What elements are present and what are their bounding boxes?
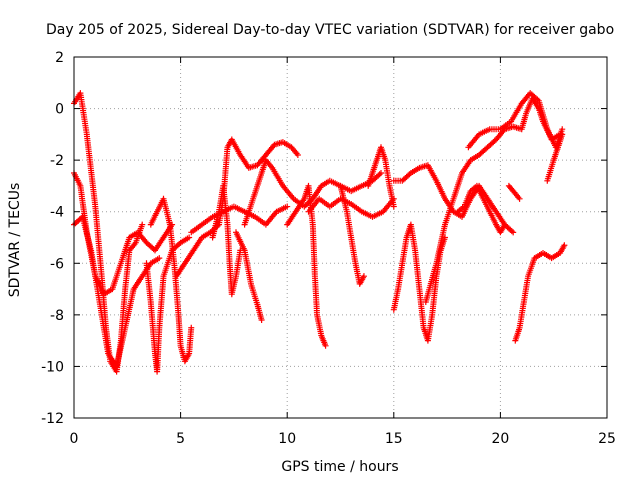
y-tick-label: -10	[41, 359, 64, 375]
x-tick-label: 5	[176, 431, 185, 447]
y-tick-label: 0	[55, 102, 64, 118]
data-point-marker	[501, 221, 508, 228]
series-sat-j	[241, 157, 385, 228]
series-sat-n	[365, 144, 397, 210]
x-tick-label: 10	[278, 431, 296, 447]
grid-lines	[74, 57, 607, 418]
series-sat-e	[147, 195, 195, 365]
y-tick-label: -8	[50, 308, 64, 324]
y-tick-label: 2	[55, 50, 64, 66]
series-sat-h	[209, 182, 244, 298]
series-line	[286, 185, 327, 347]
data-point-marker	[559, 126, 566, 133]
series-sat-v	[544, 131, 566, 184]
x-tick-label: 20	[491, 431, 509, 447]
series-sat-m	[337, 182, 367, 287]
series-sat-t	[505, 182, 523, 202]
data-point-marker	[156, 255, 163, 262]
x-tick-label: 15	[385, 431, 403, 447]
series-line	[467, 92, 563, 149]
data-point-marker	[360, 273, 367, 280]
axis-ticks: 0 5 10 15 20 25 -12 -10 -8 -6 -4 -2 0 2	[41, 50, 616, 447]
series-sat-c	[71, 170, 176, 298]
data-point-marker	[322, 342, 329, 349]
series-sat-i	[233, 229, 265, 324]
y-axis-label: SDTVAR / TECUs	[7, 183, 23, 298]
data-point-marker	[294, 151, 301, 158]
series-sat-g	[188, 203, 291, 236]
series-sat-k	[284, 182, 329, 349]
x-tick-label: 0	[70, 431, 79, 447]
data-point-marker	[378, 170, 385, 177]
data-series	[71, 90, 568, 375]
y-tick-label: -12	[41, 411, 64, 427]
chart-title: Day 205 of 2025, Sidereal Day-to-day VTE…	[46, 22, 614, 38]
data-point-marker	[534, 96, 541, 103]
series-sat-r	[454, 182, 508, 236]
y-tick-label: -4	[50, 205, 64, 221]
y-tick-label: -6	[50, 256, 64, 272]
data-point-marker	[258, 317, 265, 324]
y-tick-label: -2	[50, 153, 64, 169]
series-sat-l	[305, 195, 397, 220]
data-point-marker	[186, 234, 193, 241]
data-point-marker	[508, 228, 515, 235]
data-point-marker	[516, 195, 523, 202]
data-point-marker	[139, 221, 146, 228]
series-sat-p	[390, 221, 448, 344]
data-point-marker	[561, 242, 568, 249]
data-point-marker	[510, 229, 517, 236]
x-axis-label: GPS time / hours	[281, 459, 398, 475]
data-point-marker	[188, 324, 195, 331]
data-point-marker	[559, 131, 566, 138]
data-point-marker	[390, 203, 397, 210]
x-tick-label: 25	[598, 431, 616, 447]
data-point-marker	[284, 203, 291, 210]
plot-frame	[73, 56, 608, 419]
series-sat-u	[512, 242, 568, 344]
series-sat-s	[465, 90, 566, 151]
